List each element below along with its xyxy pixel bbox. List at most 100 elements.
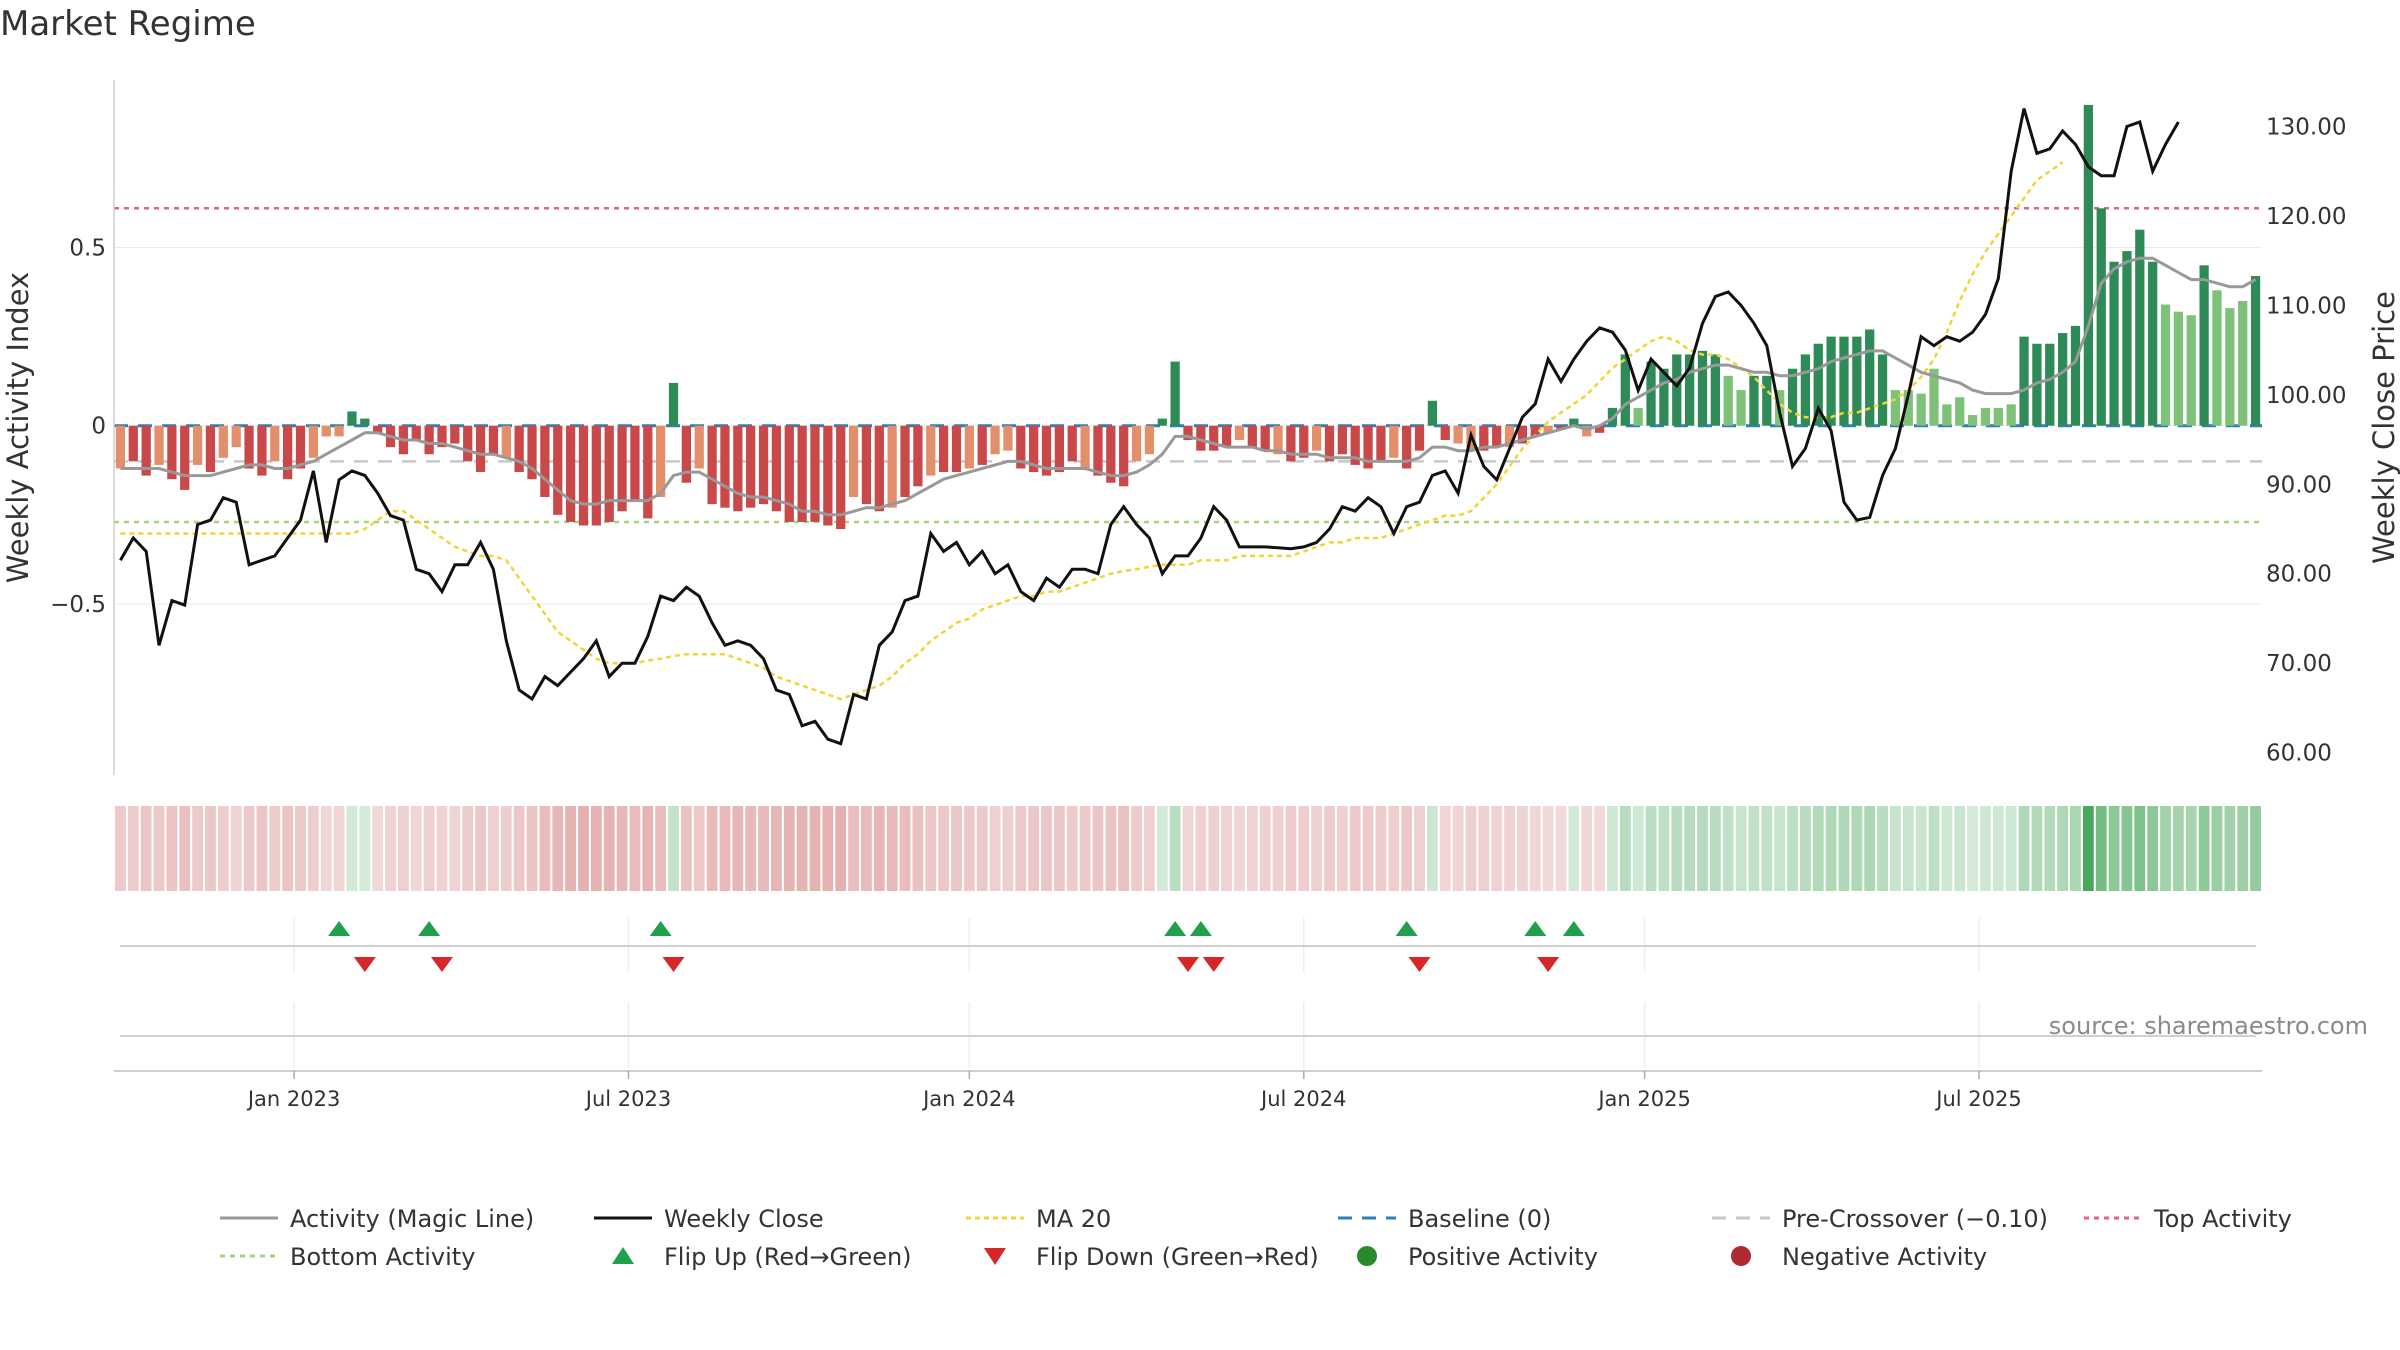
strip-cell-88	[1246, 806, 1258, 891]
flip-down-marker-4	[1202, 957, 1225, 972]
strip-cell-74	[1066, 806, 1078, 891]
flip-up-marker-2	[649, 921, 672, 936]
activity-bar-8	[218, 425, 228, 458]
strip-cell-127	[1748, 806, 1760, 891]
strip-cell-118	[1632, 806, 1644, 891]
strip-cell-126	[1735, 806, 1747, 891]
legend-swatch-9	[1357, 1246, 1377, 1266]
legend-label-1: Weekly Close	[664, 1205, 824, 1233]
strip-cell-55	[822, 806, 834, 891]
right-tick-label-6: 120.00	[2266, 204, 2346, 230]
activity-bar-39	[617, 425, 627, 512]
source-note: source: sharemaestro.com	[2049, 1012, 2368, 1040]
strip-cell-56	[835, 806, 847, 891]
strip-cell-82	[1169, 806, 1181, 891]
activity-bar-48	[733, 425, 743, 512]
strip-cell-22	[397, 806, 409, 891]
activity-bar-162	[2199, 265, 2209, 426]
strip-cell-41	[642, 806, 654, 891]
activity-bar-79	[1131, 425, 1142, 462]
right-axis-title: Weekly Close Price	[2367, 291, 2400, 564]
activity-bar-78	[1119, 425, 1129, 487]
activity-bar-88	[1247, 425, 1257, 448]
activity-bar-16	[321, 425, 331, 437]
activity-bar-19	[360, 418, 370, 426]
strip-cell-131	[1799, 806, 1811, 891]
x-tick-label-0: Jan 2023	[246, 1087, 341, 1111]
strip-cell-70	[1015, 806, 1027, 891]
strip-cell-58	[861, 806, 872, 891]
activity-bar-68	[990, 425, 1000, 455]
activity-bar-37	[591, 425, 601, 526]
strip-cell-52	[783, 806, 795, 891]
left-tick-label-0: −0.5	[50, 592, 106, 618]
legend-label-7: Flip Up (Red→Green)	[664, 1243, 912, 1271]
strip-cell-77	[1105, 806, 1117, 891]
right-tick-label-5: 110.00	[2266, 293, 2346, 319]
x-tick-label-5: Jul 2025	[1934, 1087, 2021, 1111]
strip-cell-44	[680, 806, 692, 891]
activity-bar-32	[527, 425, 537, 480]
strip-cell-143	[1954, 806, 1966, 891]
activity-bar-138	[1890, 390, 1901, 426]
strip-cell-116	[1607, 806, 1618, 891]
strip-cell-140	[1915, 806, 1927, 891]
legend-label-6: Bottom Activity	[290, 1243, 475, 1271]
strip-cell-146	[1992, 806, 2004, 891]
strip-cell-150	[2044, 806, 2056, 891]
activity-bar-52	[784, 425, 794, 522]
strip-cell-29	[488, 806, 499, 891]
x-tick-label-3: Jul 2024	[1259, 1087, 1346, 1111]
activity-bar-102	[1427, 400, 1438, 426]
activity-bar-150	[2045, 343, 2055, 426]
activity-bar-152	[2070, 325, 2081, 426]
strip-cell-128	[1761, 806, 1773, 891]
strip-cell-63	[925, 806, 937, 891]
activity-bar-81	[1157, 418, 1167, 426]
strip-cell-107	[1491, 806, 1503, 891]
strip-cell-75	[1079, 806, 1091, 891]
activity-bar-92	[1299, 425, 1309, 458]
legend-label-9: Positive Activity	[1408, 1243, 1598, 1271]
strip-cell-103	[1439, 806, 1451, 891]
activity-bar-130	[1787, 368, 1798, 426]
strip-cell-138	[1890, 806, 1901, 891]
activity-bar-64	[938, 425, 949, 473]
strip-cell-96	[1349, 806, 1361, 891]
activity-bar-140	[1916, 393, 1926, 426]
right-tick-label-0: 60.00	[2266, 741, 2332, 767]
legend-item-5: Top Activity	[2084, 1205, 2292, 1233]
strip-cell-135	[1851, 806, 1863, 891]
legend-label-3: Baseline (0)	[1408, 1205, 1551, 1233]
strip-cell-115	[1594, 806, 1605, 891]
strip-cell-134	[1838, 806, 1850, 891]
activity-bar-12	[270, 425, 280, 462]
strip-cell-124	[1709, 806, 1721, 891]
strip-cell-156	[2121, 806, 2133, 891]
strip-cell-25	[436, 806, 448, 891]
strip-cell-19	[359, 806, 371, 891]
activity-bar-151	[2058, 333, 2068, 426]
strip-cell-139	[1902, 806, 1914, 891]
strip-cell-65	[951, 806, 962, 891]
strip-cell-54	[809, 806, 821, 891]
activity-bar-82	[1170, 361, 1180, 426]
activity-bar-124	[1710, 354, 1720, 426]
flip-up-marker-1	[418, 921, 441, 936]
strip-cell-30	[500, 806, 512, 891]
strip-cell-97	[1362, 806, 1374, 891]
activity-bar-38	[604, 425, 614, 522]
activity-bar-141	[1929, 368, 1939, 426]
right-tick-label-3: 90.00	[2266, 472, 2332, 498]
activity-bar-89	[1260, 425, 1270, 451]
activity-bar-75	[1080, 425, 1090, 469]
strip-cell-122	[1684, 806, 1696, 891]
right-tick-label-1: 70.00	[2266, 651, 2332, 677]
legend-item-4: Pre-Crossover (−0.10)	[1712, 1205, 2048, 1233]
strip-cell-8	[217, 806, 229, 891]
activity-bar-34	[553, 425, 563, 515]
strip-cell-123	[1697, 806, 1708, 891]
strip-cell-81	[1156, 806, 1168, 891]
strip-cell-125	[1722, 806, 1734, 891]
strip-cell-48	[732, 806, 744, 891]
